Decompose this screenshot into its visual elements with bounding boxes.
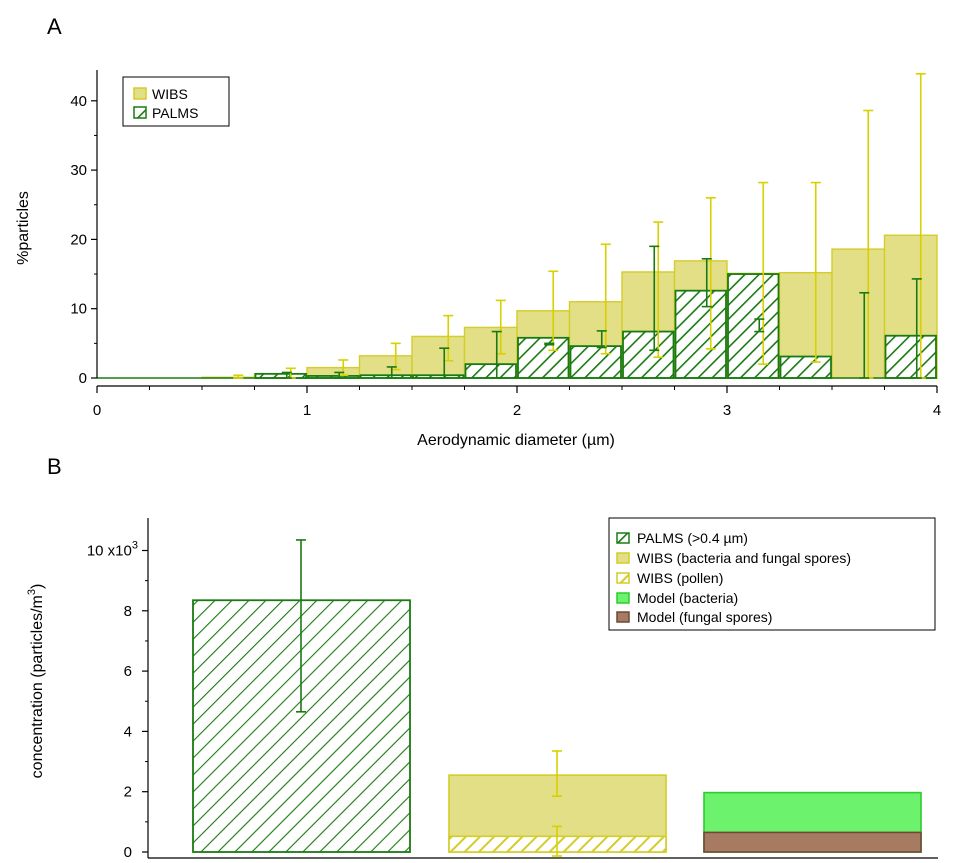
palms-error-bar	[911, 278, 922, 379]
y-tick-label: 10	[70, 301, 87, 318]
panel-b-y-axis-label: concentration (particles/m3)	[26, 584, 46, 779]
palms-bar	[464, 363, 517, 379]
palms-bar	[779, 355, 832, 379]
legend-swatch-model-fungal	[616, 611, 630, 623]
y-tick-label-text: 10 x10	[87, 543, 132, 560]
palms-error-bar	[439, 347, 450, 379]
legend-label-wibs: WIBS	[152, 86, 188, 102]
legend-label-wibs-pollen: WIBS (pollen)	[637, 570, 723, 586]
panel-b-axes: 0 2 4 6 8 10 x103	[87, 518, 938, 861]
palms-error-bar	[281, 371, 292, 379]
palms-error-bar	[754, 318, 765, 333]
y-tick-label: 0	[79, 370, 87, 387]
legend-swatch-palms	[616, 532, 630, 544]
panel-a-axes: 0 10 20 30 40 0 1 2 3 4	[70, 70, 941, 419]
panel-b-legend: PALMS (>0.4 µm) WIBS (bacteria and funga…	[608, 517, 936, 631]
palms-error-bars	[281, 245, 922, 379]
y-tick-label: 2	[124, 784, 132, 801]
legend-box	[608, 517, 936, 631]
legend-label-wibs-bacteria-fungal: WIBS (bacteria and fungal spores)	[637, 550, 851, 566]
y-tick-label: 0	[124, 844, 132, 861]
legend-swatch-model-bacteria	[616, 592, 630, 604]
wibs-pollen-error-bar	[552, 825, 562, 857]
legend-swatch-palms	[133, 106, 147, 119]
panel-a-y-axis-label: %particles	[15, 191, 32, 265]
palms-error-bar	[544, 342, 555, 346]
wibs-error-bar	[705, 197, 716, 350]
wibs-error-bar	[600, 243, 611, 355]
palms-bar	[884, 334, 937, 379]
y-tick-label: 40	[70, 93, 87, 110]
wibs-bar	[831, 248, 886, 379]
x-tick-label: 2	[513, 402, 521, 419]
legend-label-palms: PALMS (>0.4 µm)	[637, 530, 748, 546]
palms-error-bar	[859, 291, 870, 379]
panel-a-legend: WIBS PALMS	[122, 76, 230, 127]
palms-error-bar	[701, 258, 712, 308]
wibs-error-bar	[233, 374, 244, 379]
legend-swatch-wibs	[133, 87, 147, 100]
panel-a-histogram: 0 10 20 30 40 0 1 2 3 4 Aerodynamic diameter (µm)…	[15, 70, 941, 449]
wibs-bar	[411, 335, 466, 379]
panel-b-letter: B	[47, 454, 62, 479]
palms-bar	[674, 289, 727, 379]
palms-bar	[517, 336, 570, 379]
y-tick-label: 4	[124, 723, 132, 740]
panel-b-bars	[192, 599, 922, 853]
panel-b-error-bars	[296, 539, 562, 857]
wibs-error-bars	[233, 72, 926, 379]
panel-b-y-axis-label-close: )	[29, 584, 46, 589]
legend-label-palms: PALMS	[152, 105, 198, 121]
legend-label-model-fungal: Model (fungal spores)	[637, 609, 772, 625]
panel-b-y-axis-label-superscript: 3	[26, 589, 38, 595]
palms-bar	[622, 330, 675, 379]
x-tick-label: 4	[933, 402, 941, 419]
x-tick-label: 1	[303, 402, 311, 419]
y-tick-label: 8	[124, 603, 132, 620]
wibs-bacteria-fungal-error-bar	[552, 750, 562, 798]
wibs-error-bar	[810, 181, 821, 363]
legend-label-model-bacteria: Model (bacteria)	[637, 590, 738, 606]
y-tick-label: 10 x103	[87, 540, 138, 560]
panel-a-letter: A	[47, 14, 62, 39]
panel-a-x-axis-label: Aerodynamic diameter (µm)	[417, 432, 615, 449]
palms-error-bar	[649, 245, 660, 352]
legend-swatch-wibs-pollen	[616, 572, 630, 584]
model-fungal-spores-bar	[703, 831, 922, 853]
x-tick-label: 0	[93, 402, 101, 419]
palms-error-bar	[386, 366, 397, 379]
y-tick-label-superscript: 3	[132, 540, 138, 552]
palms-bar	[727, 273, 780, 379]
palms-error-bar	[334, 371, 345, 379]
legend-swatch-wibs-bacteria-fungal	[616, 552, 630, 564]
palms-bar	[569, 345, 622, 379]
palms-error-bar	[596, 330, 607, 349]
palms-error-bar	[491, 330, 502, 379]
y-tick-label: 6	[124, 663, 132, 680]
panel-b-y-axis-label-text: concentration (particles/m	[29, 595, 46, 778]
palms-error-bar	[296, 539, 306, 713]
x-tick-label: 3	[723, 402, 731, 419]
y-tick-label: 20	[70, 231, 87, 248]
y-tick-label: 30	[70, 162, 87, 179]
wibs-error-bar	[653, 221, 664, 359]
wibs-error-bar	[758, 181, 769, 365]
wibs-error-bar	[548, 270, 559, 352]
